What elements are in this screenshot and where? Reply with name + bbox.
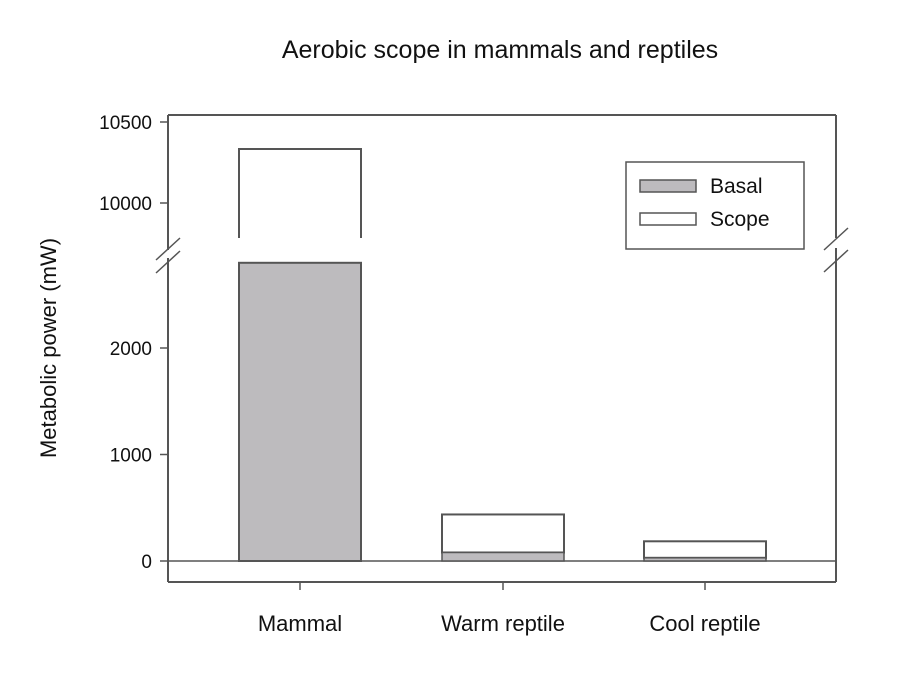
legend-swatch-scope	[639, 212, 697, 226]
bar-basal-cool-reptile	[643, 557, 767, 562]
axis-break-mark	[823, 227, 849, 251]
y-tick-label: 1000	[110, 446, 152, 467]
bar-basal-mammal	[238, 261, 362, 562]
bar-scope-mammal	[238, 148, 362, 238]
x-tick-label: Cool reptile	[649, 611, 760, 636]
y-tick-label: 0	[141, 552, 152, 573]
bar-basal-warm-reptile	[441, 551, 565, 562]
y-axis-label: Metabolic power (mW)	[36, 238, 61, 458]
bar-scope-warm-reptile	[441, 513, 565, 554]
legend-swatch-basal	[639, 179, 697, 193]
axis-break-mark	[823, 249, 849, 273]
y-tick-label: 10500	[99, 113, 152, 134]
legend-box	[625, 161, 805, 250]
y-tick-label: 2000	[110, 339, 152, 360]
y-tick-label: 10000	[99, 194, 152, 215]
bar-scope-cool-reptile	[643, 540, 767, 559]
axis-break-mark	[155, 237, 181, 261]
axis-break-mark	[155, 250, 181, 274]
x-tick-label: Warm reptile	[441, 611, 565, 636]
legend: Basal Scope	[625, 161, 805, 250]
legend-label-basal: Basal	[710, 175, 763, 198]
legend-label-scope: Scope	[710, 208, 770, 231]
x-tick-label: Mammal	[258, 611, 342, 636]
chart-title: Aerobic scope in mammals and reptiles	[282, 36, 718, 64]
